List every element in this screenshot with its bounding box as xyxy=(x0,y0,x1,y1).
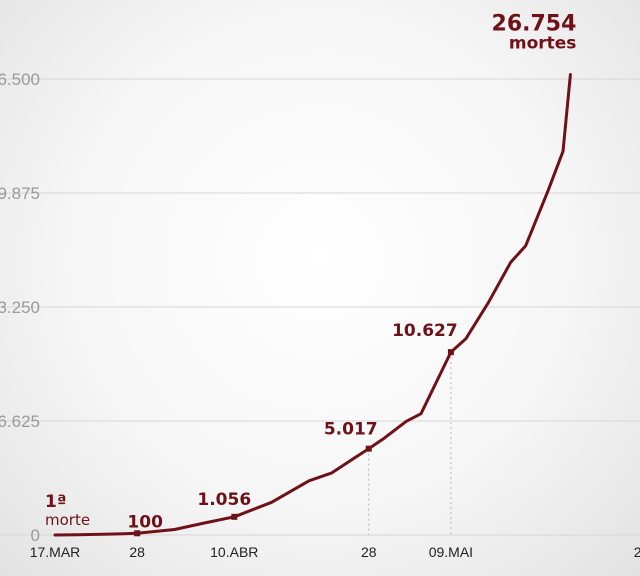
data-label: 5.017 xyxy=(324,420,378,440)
y-tick-label: 0 xyxy=(31,526,40,545)
annotation-guides xyxy=(368,352,452,535)
data-label-sub: mortes xyxy=(509,34,577,54)
x-tick-label: 28 xyxy=(361,544,377,560)
x-tick-label: 10.ABR xyxy=(210,544,258,560)
data-label-sub: morte xyxy=(45,511,90,529)
x-tick-label: 09.MAI xyxy=(429,544,473,560)
data-point-marker xyxy=(365,445,372,452)
y-tick-label: 6.625 xyxy=(0,412,40,431)
data-point-marker xyxy=(231,513,238,520)
data-label: 10.627 xyxy=(392,321,458,341)
x-tick-label: 2 xyxy=(634,544,640,560)
data-label: 1ª xyxy=(45,492,66,512)
data-points xyxy=(134,349,454,537)
y-tick-label: 19.875 xyxy=(0,184,40,203)
grid-lines xyxy=(0,78,640,536)
data-point-marker xyxy=(134,530,141,537)
series-line-deaths xyxy=(53,73,572,537)
y-tick-labels: 0 6.625 13.250 19.875 26.500 xyxy=(0,70,40,545)
data-point-marker xyxy=(447,349,454,356)
data-label: 26.754 xyxy=(492,12,577,37)
x-tick-label: 28 xyxy=(129,544,145,560)
data-label: 100 xyxy=(127,512,163,532)
x-tick-label: 17.MAR xyxy=(30,544,81,560)
x-tick-labels: 17.MAR 28 10.ABR 28 09.MAI 2 xyxy=(30,544,640,560)
y-tick-label: 13.250 xyxy=(0,298,40,317)
data-label: 1.056 xyxy=(197,490,251,510)
y-tick-label: 26.500 xyxy=(0,70,40,89)
